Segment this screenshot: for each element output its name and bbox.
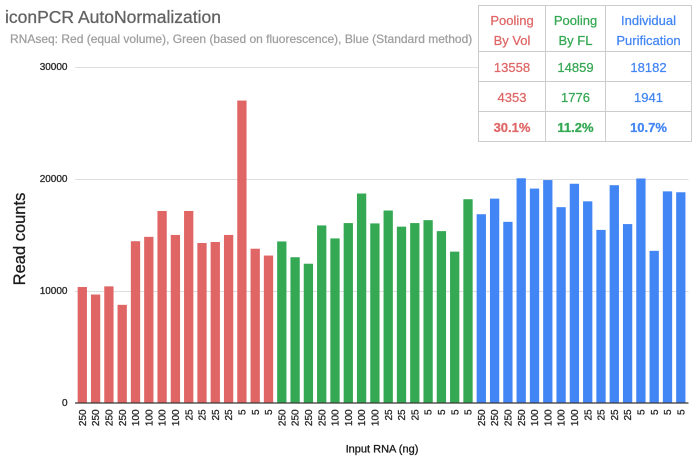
svg-text:25: 25	[211, 409, 222, 421]
svg-text:100: 100	[331, 409, 342, 426]
svg-text:100: 100	[158, 409, 169, 426]
svg-text:100: 100	[557, 409, 568, 426]
svg-text:5: 5	[637, 409, 648, 415]
svg-text:5: 5	[450, 409, 461, 415]
svg-text:25: 25	[610, 409, 621, 421]
svg-text:250: 250	[91, 409, 102, 426]
svg-text:Input RNA (ng): Input RNA (ng)	[346, 444, 419, 456]
svg-text:5: 5	[676, 409, 687, 415]
svg-text:25: 25	[184, 409, 195, 421]
svg-text:250: 250	[78, 409, 89, 426]
svg-text:250: 250	[105, 409, 116, 426]
svg-text:5: 5	[650, 409, 661, 415]
svg-text:250: 250	[504, 409, 515, 426]
svg-text:100: 100	[344, 409, 355, 426]
svg-text:250: 250	[304, 409, 315, 426]
svg-text:100: 100	[530, 409, 541, 426]
svg-text:25: 25	[397, 409, 408, 421]
svg-text:100: 100	[144, 409, 155, 426]
svg-text:5: 5	[437, 409, 448, 415]
svg-text:25: 25	[597, 409, 608, 421]
svg-text:100: 100	[131, 409, 142, 426]
svg-text:250: 250	[317, 409, 328, 426]
svg-text:25: 25	[583, 409, 594, 421]
svg-text:25: 25	[224, 409, 235, 421]
svg-text:250: 250	[490, 409, 501, 426]
svg-text:0: 0	[62, 398, 68, 409]
svg-text:250: 250	[477, 409, 488, 426]
svg-text:100: 100	[171, 409, 182, 426]
svg-text:10000: 10000	[40, 286, 68, 297]
svg-text:25: 25	[623, 409, 634, 421]
svg-text:250: 250	[517, 409, 528, 426]
svg-text:250: 250	[277, 409, 288, 426]
svg-text:Read counts: Read counts	[11, 193, 29, 286]
svg-text:250: 250	[291, 409, 302, 426]
svg-text:5: 5	[663, 409, 674, 415]
svg-text:100: 100	[357, 409, 368, 426]
svg-text:100: 100	[570, 409, 581, 426]
svg-text:5: 5	[264, 409, 275, 415]
svg-text:25: 25	[198, 409, 209, 421]
svg-text:25: 25	[384, 409, 395, 421]
svg-text:250: 250	[118, 409, 129, 426]
svg-text:5: 5	[464, 409, 475, 415]
svg-text:30000: 30000	[40, 62, 68, 73]
svg-text:100: 100	[543, 409, 554, 426]
svg-text:5: 5	[238, 409, 249, 415]
svg-text:100: 100	[371, 409, 382, 426]
svg-text:5: 5	[251, 409, 262, 415]
svg-text:20000: 20000	[40, 174, 68, 185]
svg-text:5: 5	[424, 409, 435, 415]
svg-text:25: 25	[410, 409, 421, 421]
